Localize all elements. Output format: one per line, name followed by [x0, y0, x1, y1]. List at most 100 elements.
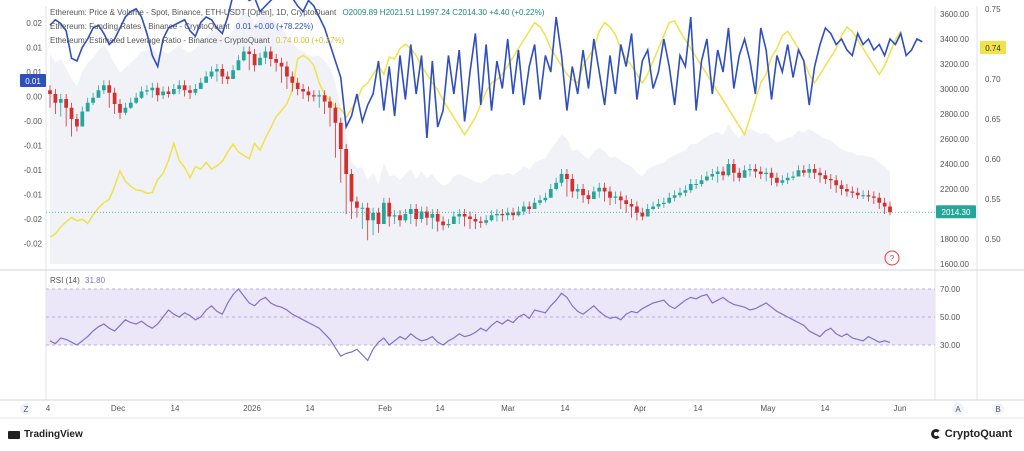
help-label: ? [890, 254, 895, 263]
candle-body [101, 85, 106, 91]
axis-button-label-z: Z [24, 405, 29, 414]
candle-body [215, 69, 219, 72]
candle-body [64, 99, 69, 108]
candle-body [355, 201, 359, 208]
leverage-axis-tick: 0.65 [985, 115, 1001, 124]
candle-body [764, 172, 769, 174]
candle-body [381, 202, 386, 224]
candle-body [758, 171, 763, 174]
candle-body [505, 212, 510, 216]
leverage-badge-bg [980, 41, 1006, 54]
legend-leverage-values: 0.74 0.00 (+0.27%) [275, 36, 345, 45]
x-axis-tick: 2026 [243, 404, 261, 413]
price-axis-tick: 1600.00 [940, 260, 969, 269]
candle-body [414, 209, 419, 219]
cryptoquant-logo: CryptoQuant [930, 428, 1012, 440]
candle-body [785, 177, 790, 181]
candle-body [236, 60, 241, 71]
candle-body [425, 211, 429, 218]
x-axis-tick: 14 [694, 404, 703, 413]
candle-body [247, 51, 252, 54]
candle-body [489, 215, 494, 221]
x-axis-tick: 4 [46, 404, 51, 413]
candle-body [845, 189, 849, 192]
candle-body [376, 212, 381, 224]
cryptoquant-text: CryptoQuant [944, 428, 1012, 440]
candle-body [155, 87, 160, 96]
candle-body [516, 211, 521, 216]
funding-axis-tick: -0.02 [24, 240, 43, 249]
candle-body [532, 202, 537, 209]
candle-body [742, 170, 747, 178]
candle-body [177, 85, 182, 89]
funding-axis-tick: -0.02 [24, 215, 43, 224]
candle-body [435, 214, 440, 222]
candle-body [311, 95, 316, 97]
price-area [50, 11, 890, 264]
candle-body [683, 190, 688, 193]
candle-body [769, 172, 774, 178]
candle-body [150, 87, 155, 91]
rsi-label: RSI (14) [50, 276, 80, 285]
candle-body [48, 90, 52, 94]
candle-body [554, 182, 559, 189]
candle-body [748, 169, 752, 171]
candle-body [575, 189, 580, 192]
candle-body [96, 90, 101, 98]
candle-body [268, 51, 273, 59]
candle-body [871, 196, 876, 198]
price-axis-tick: 2600.00 [940, 135, 969, 144]
candle-body [69, 107, 74, 119]
x-axis-tick: 14 [436, 404, 445, 413]
price-axis-tick: 2800.00 [940, 110, 969, 119]
axis-button-label-b: B [995, 405, 1000, 414]
candle-body [387, 202, 392, 217]
legend-funding-name: Ethereum: Funding Rates - Binance - Cryp… [50, 22, 230, 31]
candle-body [882, 202, 887, 207]
rsi-axis-tick: 50.00 [940, 313, 961, 322]
candle-body [392, 215, 397, 217]
candle-body [295, 82, 300, 89]
funding-axis-tick: 0.01 [26, 68, 42, 77]
candle-body [818, 172, 822, 176]
candle-body [731, 164, 736, 173]
candle-body [635, 206, 639, 213]
candle-body [408, 209, 413, 214]
candle-body [53, 94, 58, 103]
candle-body [823, 175, 828, 179]
funding-axis-tick: 0.00 [26, 93, 42, 102]
candle-body [667, 197, 672, 203]
leverage-badge: 0.74 [985, 44, 1001, 53]
candle-body [527, 206, 532, 209]
candle-body [672, 195, 677, 198]
candle-body [710, 174, 715, 177]
candle-body [500, 214, 505, 216]
leverage-axis-tick: 0.55 [985, 195, 1001, 204]
x-axis-tick: 14 [171, 404, 180, 413]
funding-axis-tick: -0.01 [24, 166, 43, 175]
rsi-value: 31.80 [85, 276, 106, 285]
candle-body [161, 91, 165, 96]
candle-body [559, 174, 564, 183]
x-axis-tick: 14 [306, 404, 315, 413]
candle-body [812, 169, 817, 173]
rsi-line [49, 288, 891, 362]
candle-body [656, 204, 661, 207]
legend-price-values: O2009.89 H2021.51 L1997.24 C2014.30 +4.4… [342, 8, 545, 17]
candle-body [796, 170, 801, 177]
candle-body [597, 187, 602, 192]
candle-body [134, 97, 139, 103]
candle-body [430, 214, 435, 218]
candle-body [543, 197, 548, 201]
candle-body [123, 107, 128, 113]
candle-body [548, 189, 553, 198]
price-badge-bg [936, 205, 976, 219]
candle-body [775, 177, 779, 183]
price-axis-tick: 3600.00 [940, 10, 969, 19]
tradingview-text: TradingView [24, 429, 83, 440]
candle-body [220, 69, 225, 77]
candle-body [263, 51, 268, 58]
x-axis-tick: Apr [634, 404, 647, 413]
tradingview-logo[interactable]: TradingView [8, 429, 83, 440]
